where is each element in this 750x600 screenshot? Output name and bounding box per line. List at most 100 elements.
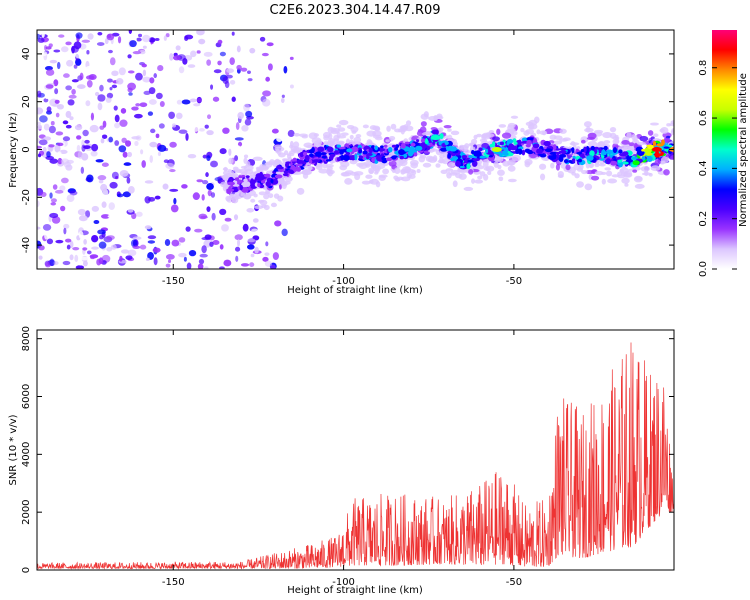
ridge-core [568,159,573,163]
noise-blob [69,240,74,249]
ridge-core [576,151,583,155]
ridge-core [543,140,551,147]
ridge-core [317,146,325,153]
noise-blob [178,252,187,258]
ridge-core [243,178,248,183]
noise-blob [192,192,200,201]
ridge-core [467,159,475,163]
noise-blob [188,250,197,257]
ridge-core [394,147,399,151]
noise-blob [246,244,255,250]
noise-blob [198,38,206,45]
ridge-halo [423,111,429,118]
ridge-core [276,174,281,179]
ridge-halo [307,165,313,171]
noise-blob [243,215,249,221]
noise-blob [68,94,77,99]
ridge-halo [222,167,229,171]
noise-blob [206,183,214,191]
ridge-halo [378,174,388,178]
noise-blob [201,236,210,241]
ridge-core [526,139,532,146]
noise-blob [276,136,283,143]
ridge-core [472,158,481,162]
ridge-halo [282,158,288,162]
noise-blob [149,77,155,84]
x-tick-label: -100 [332,577,355,588]
noise-blob [56,142,64,147]
ridge-core [287,169,294,174]
ridge-halo [624,182,629,187]
ridge-halo [654,159,661,166]
noise-blob [283,65,288,74]
noise-blob [171,239,180,247]
ridge-halo [447,161,455,168]
ridge-halo [587,141,598,147]
ridge-halo [336,140,345,145]
ridge-halo [619,169,624,173]
ridge-halo [263,193,270,200]
noise-blob [157,65,164,72]
noise-blob [59,185,66,191]
ridge-halo [524,161,531,168]
noise-blob [42,146,47,152]
noise-blob [91,246,99,250]
noise-blob [209,241,214,247]
noise-blob [272,252,279,260]
ridge-halo [344,177,353,185]
ridge-halo [258,191,267,196]
noise-blob [129,40,137,48]
ridge-halo [382,168,390,175]
noise-blob [210,160,218,168]
ridge-core [473,150,479,157]
noise-blob [111,70,119,77]
ridge-halo [576,181,584,188]
ridge-core [459,165,465,169]
noise-blob [147,240,156,244]
noise-blob [169,141,177,148]
noise-blob [93,55,103,61]
ridge-halo [455,173,463,179]
ridge-halo [318,168,329,174]
ridge-halo [388,160,397,167]
noise-blob [206,155,211,161]
noise-blob [54,144,61,153]
ridge-halo [234,169,242,174]
ridge-core [297,163,303,167]
noise-blob [119,255,123,262]
ridge-halo [313,133,319,137]
noise-blob [169,188,179,192]
noise-blob [117,156,125,163]
ridge-halo [468,168,474,175]
noise-blob [52,104,61,108]
noise-blob [62,136,71,142]
noise-blob [90,150,98,157]
noise-blob [135,72,143,81]
ridge-halo [533,116,540,124]
noise-blob [108,202,115,210]
noise-blob [117,193,124,198]
ridge-core [512,138,517,143]
ridge-halo [628,142,635,147]
ridge-core [400,142,406,149]
noise-blob [182,57,188,65]
noise-blob [134,140,139,146]
ridge-core [321,155,327,159]
noise-blob [109,57,116,66]
ridge-halo [447,134,453,141]
ridge-core [282,173,289,177]
y-tick-label: 0 [21,567,32,573]
noise-blob [114,140,120,146]
ridge-core [380,153,385,156]
noise-blob [37,124,43,130]
ridge-core [616,156,622,161]
ridge-halo [435,163,441,168]
ridge-halo [501,132,512,139]
noise-blob [162,183,169,190]
noise-blob [128,92,133,96]
noise-blob [97,102,103,111]
spectrogram-marks [37,30,674,269]
ridge-halo [447,128,452,132]
ridge-halo [511,154,522,162]
noise-blob [81,39,91,43]
